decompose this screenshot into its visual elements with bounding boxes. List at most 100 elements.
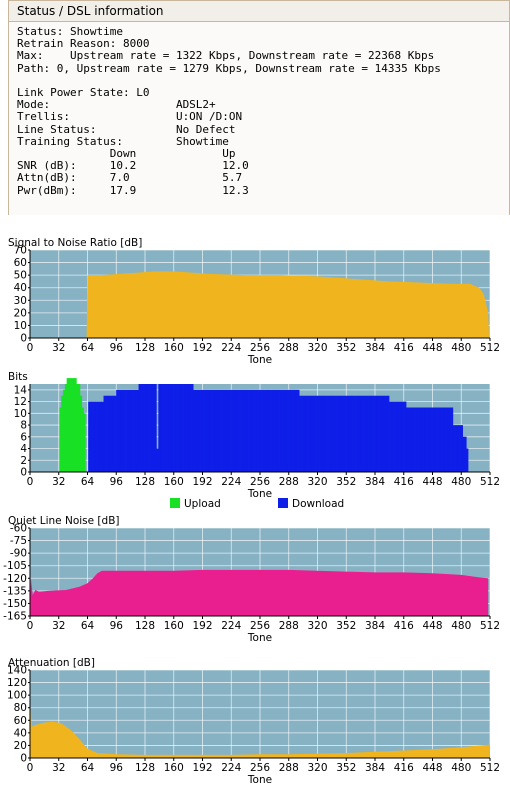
x-tick-label: 224 [221, 620, 241, 632]
dsl-line: Down Up [17, 147, 236, 161]
attenuation-chart: Attenuation [dB] 0 20 40 60 80 100 120 140 0 32 64 9… [0, 656, 510, 791]
bits-chart: Bits 0 2 4 6 8 10 12 14 0 32 64 96 128 160 192 224 256 288… [0, 370, 510, 515]
x-tick-label: 32 [52, 620, 65, 632]
x-tick-label: 288 [279, 476, 299, 488]
y-tick-label: 60 [14, 715, 27, 727]
y-tick-label: -120 [3, 573, 27, 585]
y-tick-label: 12 [14, 396, 27, 408]
y-tick-label: -165 [3, 611, 27, 623]
y-tick-label: 120 [7, 677, 27, 689]
x-tick-label: 416 [394, 342, 414, 354]
x-tick-label: 352 [336, 620, 356, 632]
x-tick-label: 256 [250, 476, 270, 488]
dsl-status-text: Status: Showtime Retrain Reason: 8000 Ma… [9, 22, 509, 197]
dsl-line: Link Power State: L0 [17, 86, 150, 100]
dsl-line: Mode: ADSL2+ [17, 98, 216, 112]
x-tick-label: 512 [480, 620, 500, 632]
x-tick-label: 480 [451, 620, 471, 632]
x-tick-label: 224 [221, 476, 241, 488]
chart-title: Quiet Line Noise [dB] [8, 515, 120, 527]
x-tick-label: 256 [250, 762, 270, 774]
x-tick-label: 352 [336, 342, 356, 354]
x-axis-label: Tone [247, 354, 272, 366]
dsl-line: Trellis: U:ON /D:ON [17, 110, 243, 124]
x-tick-label: 320 [307, 342, 327, 354]
x-tick-label: 384 [365, 620, 385, 632]
y-tick-label: 100 [7, 690, 27, 702]
dsl-line: Pwr(dBm): 17.9 12.3 [17, 183, 249, 197]
legend-label: Download [292, 498, 344, 510]
legend-swatch [170, 498, 180, 508]
snr-chart-svg: Signal to Noise Ratio [dB] 01020304050607… [8, 237, 500, 366]
y-tick-label: 140 [7, 665, 27, 677]
x-tick-label: 64 [81, 476, 95, 488]
x-tick-label: 480 [451, 762, 471, 774]
y-tick-label: 8 [20, 420, 27, 432]
x-tick-label: 224 [221, 342, 241, 354]
x-axis-label: Tone [247, 632, 272, 644]
x-tick-label: 352 [336, 762, 356, 774]
dsl-info-panel: Status / DSL information Status: Showtim… [8, 0, 510, 215]
x-tick-label: 288 [279, 342, 299, 354]
x-tick-label: 128 [135, 762, 155, 774]
x-tick-label: 96 [110, 342, 124, 354]
x-tick-label: 160 [164, 620, 184, 632]
dsl-line: Path: 0, Upstream rate = 1279 Kbps, Down… [17, 61, 441, 75]
dsl-line: Line Status: No Defect [17, 122, 236, 136]
y-tick-label: 6 [20, 431, 27, 443]
y-tick-label: 20 [14, 307, 27, 319]
y-tick-label: 20 [14, 740, 27, 752]
x-tick-label: 416 [394, 762, 414, 774]
x-tick-label: 448 [422, 620, 442, 632]
x-tick-label: 384 [365, 762, 385, 774]
y-tick-label: 40 [14, 727, 27, 739]
x-tick-label: 288 [279, 620, 299, 632]
legend-label: Upload [184, 498, 221, 510]
x-tick-label: 256 [250, 620, 270, 632]
x-tick-label: 96 [110, 762, 124, 774]
y-tick-label: 80 [14, 702, 27, 714]
y-tick-label: -105 [3, 560, 27, 572]
y-tick-label: 0 [20, 467, 27, 479]
dsl-line: Max: Upstream rate = 1322 Kbps, Downstre… [17, 49, 435, 63]
x-tick-label: 416 [394, 620, 414, 632]
series-area [30, 569, 489, 616]
x-tick-label: 64 [81, 762, 95, 774]
x-tick-label: 288 [279, 762, 299, 774]
noise-chart-svg: Quiet Line Noise [dB] -165-150-135-120-10… [3, 515, 500, 644]
series-area [30, 707, 490, 758]
x-tick-label: 0 [27, 762, 34, 774]
y-tick-label: -135 [3, 585, 27, 597]
x-tick-label: 160 [164, 342, 184, 354]
x-tick-label: 512 [480, 342, 500, 354]
x-tick-label: 320 [307, 762, 327, 774]
x-axis-label: Tone [247, 774, 272, 786]
x-tick-label: 96 [110, 476, 124, 488]
x-tick-label: 32 [52, 476, 65, 488]
x-tick-label: 0 [27, 620, 34, 632]
chart-title: Bits [8, 371, 28, 383]
chart-title: Signal to Noise Ratio [dB] [8, 237, 142, 249]
y-tick-label: 50 [14, 270, 27, 282]
chart-title: Attenuation [dB] [8, 657, 95, 669]
x-axis-label: Tone [247, 488, 272, 500]
y-tick-label: 30 [14, 295, 27, 307]
y-tick-label: -90 [10, 548, 27, 560]
dsl-line: Training Status: Showtime [17, 134, 229, 148]
noise-chart: Quiet Line Noise [dB] -165 -150 -135 -120 -10… [0, 514, 510, 649]
legend-swatch [278, 498, 288, 508]
x-tick-label: 128 [135, 476, 155, 488]
x-tick-label: 128 [135, 342, 155, 354]
x-tick-label: 256 [250, 342, 270, 354]
x-tick-label: 96 [110, 620, 124, 632]
x-tick-label: 320 [307, 620, 327, 632]
y-tick-label: -150 [3, 598, 27, 610]
x-tick-label: 160 [164, 476, 184, 488]
x-tick-label: 0 [27, 342, 34, 354]
x-tick-label: 192 [192, 620, 212, 632]
y-tick-label: 4 [20, 443, 27, 455]
x-tick-label: 192 [192, 476, 212, 488]
x-tick-label: 160 [164, 762, 184, 774]
dsl-line: Status: Showtime [17, 25, 123, 38]
